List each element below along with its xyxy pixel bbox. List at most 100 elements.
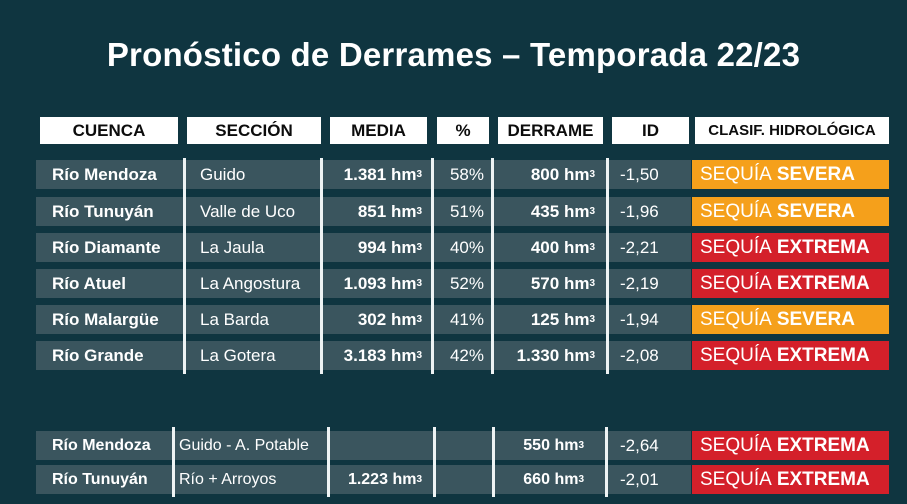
classification-badge: SEQUÍA EXTREMA (692, 341, 889, 370)
unit-superscript: 3 (416, 474, 422, 485)
column-divider (433, 427, 436, 497)
table-row-bg (36, 341, 691, 370)
id-value: -2,64 (620, 435, 659, 455)
derrame-value: 550 (523, 436, 550, 454)
cuenca-text: Río Diamante (52, 237, 161, 257)
pct-value: 58% (449, 164, 484, 184)
pct-cell: 41% (434, 305, 484, 334)
id-cell: -2,19 (620, 269, 686, 298)
classification-prefix: SEQUÍA (700, 434, 772, 456)
pct-value: 40% (449, 237, 484, 257)
unit-superscript: 3 (416, 169, 422, 180)
classification-level: SEVERA (776, 308, 855, 330)
derrame-value: 570 (530, 273, 560, 293)
seccion-cell: Guido (200, 160, 320, 189)
id-cell: -2,01 (620, 465, 686, 494)
classification-prefix: SEQUÍA (700, 272, 772, 294)
id-value: -2,19 (620, 273, 659, 293)
unit-text: hm (563, 273, 590, 293)
classification-level: EXTREMA (776, 468, 870, 490)
unit-superscript: 3 (578, 474, 584, 485)
classification-badge: SEQUÍA EXTREMA (692, 431, 889, 460)
classification-level: EXTREMA (776, 236, 870, 258)
seccion-cell: Valle de Uco (200, 197, 320, 226)
seccion-text: La Gotera (200, 345, 276, 365)
cuenca-cell: Río Malargüe (52, 305, 182, 334)
derrame-cell: 435 hm 3 (494, 197, 595, 226)
media-cell: 302 hm 3 (324, 305, 422, 334)
header-seccion: SECCIÓN (187, 117, 321, 144)
unit-text: hm (563, 237, 590, 257)
seccion-text: La Angostura (200, 273, 301, 293)
classification-prefix: SEQUÍA (700, 236, 772, 258)
id-cell: -1,50 (620, 160, 686, 189)
classification-prefix: SEQUÍA (700, 344, 772, 366)
unit-superscript: 3 (589, 314, 595, 325)
cuenca-text: Río Tunuyán (52, 201, 154, 221)
cuenca-cell: Río Atuel (52, 269, 182, 298)
unit-superscript: 3 (589, 169, 595, 180)
unit-superscript: 3 (578, 440, 584, 451)
derrame-value: 400 (530, 237, 560, 257)
unit-text: hm (390, 345, 417, 365)
cuenca-cell: Río Mendoza (52, 431, 172, 460)
table-row-bg (36, 269, 691, 298)
cuenca-text: Río Tunuyán (52, 470, 148, 488)
header-cuenca: CUENCA (40, 117, 178, 144)
table-row-bg (36, 160, 691, 189)
seccion-text: La Jaula (200, 237, 265, 257)
pct-value: 41% (449, 309, 484, 329)
media-cell: 1.093 hm 3 (324, 269, 422, 298)
id-cell: -2,08 (620, 341, 686, 370)
id-cell: -1,94 (620, 305, 686, 334)
unit-text: hm (563, 309, 590, 329)
id-cell: -1,96 (620, 197, 686, 226)
media-cell: 3.183 hm 3 (324, 341, 422, 370)
derrame-cell: 1.330 hm 3 (494, 341, 595, 370)
unit-superscript: 3 (589, 206, 595, 217)
classification-level: SEVERA (776, 200, 855, 222)
unit-superscript: 3 (416, 278, 422, 289)
cuenca-text: Río Grande (52, 345, 144, 365)
classification-level: EXTREMA (776, 344, 870, 366)
classification-prefix: SEQUÍA (700, 200, 772, 222)
cuenca-cell: Río Mendoza (52, 160, 182, 189)
cuenca-text: Río Malargüe (52, 309, 159, 329)
id-value: -1,50 (620, 164, 659, 184)
id-value: -2,01 (620, 469, 659, 489)
cuenca-cell: Río Tunuyán (52, 197, 182, 226)
media-cell: 994 hm 3 (324, 233, 422, 262)
pct-value: 51% (449, 201, 484, 221)
derrame-value: 1.330 (516, 345, 560, 365)
derrame-cell: 570 hm 3 (494, 269, 595, 298)
unit-superscript: 3 (589, 278, 595, 289)
unit-superscript: 3 (416, 206, 422, 217)
derrame-cell: 125 hm 3 (494, 305, 595, 334)
page-title: Pronóstico de Derrames – Temporada 22/23 (106, 36, 801, 73)
classification-level: EXTREMA (776, 434, 870, 456)
classification-badge: SEQUÍA EXTREMA (692, 233, 889, 262)
classification-prefix: SEQUÍA (700, 163, 772, 185)
classification-prefix: SEQUÍA (700, 308, 772, 330)
column-divider (327, 427, 330, 497)
media-value: 1.223 (347, 470, 388, 488)
column-divider (491, 158, 494, 374)
media-value: 851 (357, 201, 387, 221)
column-divider (183, 158, 186, 374)
derrame-value: 660 (523, 470, 550, 488)
header-media: MEDIA (330, 117, 427, 144)
classification-prefix: SEQUÍA (700, 468, 772, 490)
derrame-cell: 800 hm 3 (494, 160, 595, 189)
seccion-cell: Río + Arroyos (179, 465, 329, 494)
cuenca-cell: Río Grande (52, 341, 182, 370)
media-value: 994 (357, 237, 387, 257)
id-value: -2,08 (620, 345, 659, 365)
cuenca-text: Río Atuel (52, 273, 126, 293)
header-derrame: DERRAME (498, 117, 603, 144)
unit-text: hm (563, 164, 590, 184)
media-cell: 851 hm 3 (324, 197, 422, 226)
column-divider (605, 427, 608, 497)
derrame-cell: 400 hm 3 (494, 233, 595, 262)
unit-text: hm (390, 201, 417, 221)
unit-superscript: 3 (589, 350, 595, 361)
